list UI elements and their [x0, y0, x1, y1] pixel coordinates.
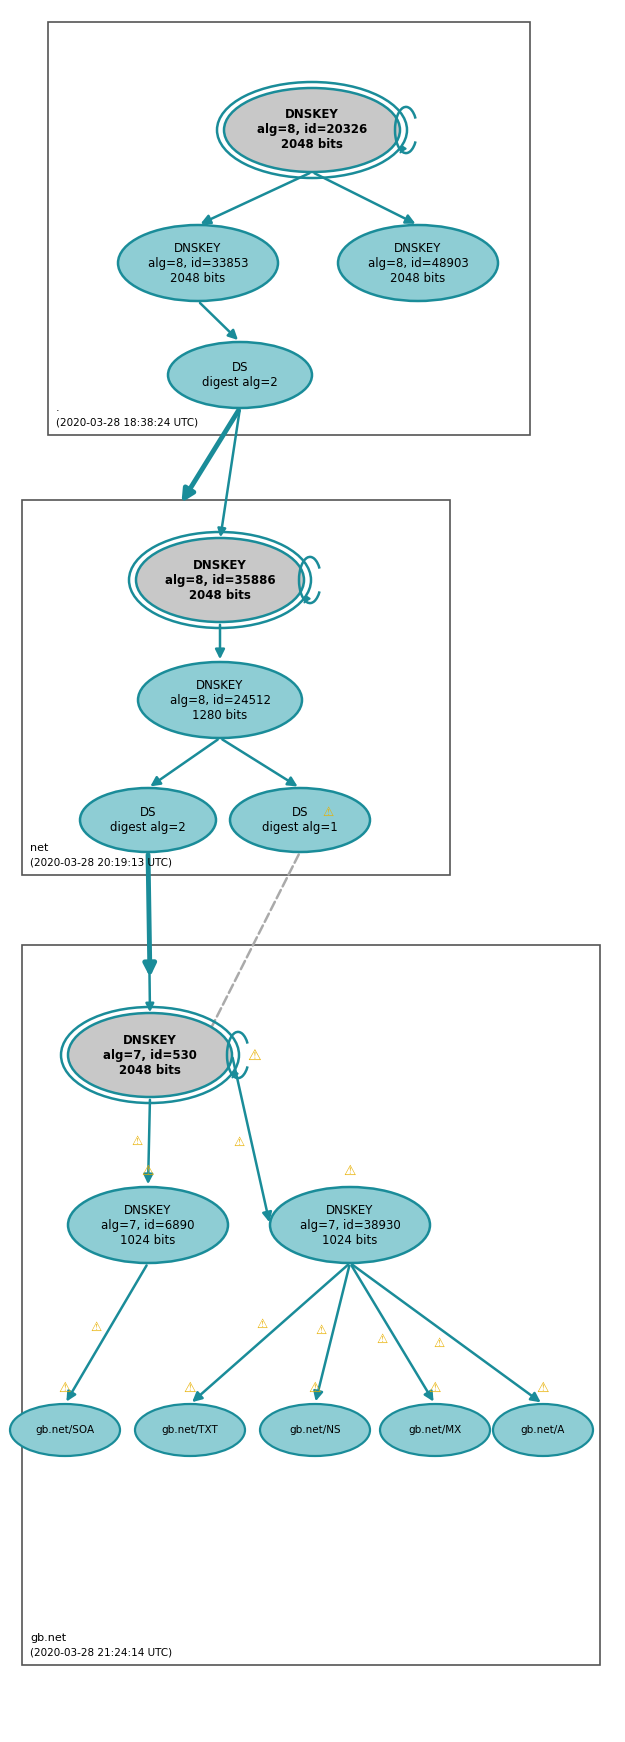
- Bar: [22, 500, 450, 874]
- Text: DNSKEY
alg=7, id=530
2048 bits: DNSKEY alg=7, id=530 2048 bits: [103, 1033, 197, 1077]
- Ellipse shape: [380, 1404, 490, 1456]
- Text: ⚠: ⚠: [322, 805, 334, 819]
- Ellipse shape: [138, 662, 302, 739]
- Ellipse shape: [135, 1404, 245, 1456]
- Text: DNSKEY
alg=8, id=20326
2048 bits: DNSKEY alg=8, id=20326 2048 bits: [257, 108, 367, 152]
- Text: DNSKEY
alg=8, id=48903
2048 bits: DNSKEY alg=8, id=48903 2048 bits: [368, 242, 468, 284]
- Text: (2020-03-28 20:19:13 UTC): (2020-03-28 20:19:13 UTC): [30, 857, 172, 868]
- Text: ⚠: ⚠: [91, 1320, 102, 1334]
- Text: ⚠: ⚠: [59, 1381, 71, 1395]
- Ellipse shape: [270, 1186, 430, 1263]
- Text: gb.net/NS: gb.net/NS: [289, 1425, 341, 1435]
- Text: DNSKEY
alg=8, id=33853
2048 bits: DNSKEY alg=8, id=33853 2048 bits: [148, 242, 248, 284]
- Text: DNSKEY
alg=7, id=38930
1024 bits: DNSKEY alg=7, id=38930 1024 bits: [299, 1204, 401, 1247]
- Text: ⚠: ⚠: [131, 1136, 142, 1148]
- Text: DS
digest alg=2: DS digest alg=2: [202, 361, 278, 388]
- Ellipse shape: [68, 1014, 232, 1097]
- Ellipse shape: [338, 225, 498, 301]
- Text: DNSKEY
alg=8, id=24512
1280 bits: DNSKEY alg=8, id=24512 1280 bits: [169, 678, 271, 721]
- Text: DNSKEY
alg=8, id=35886
2048 bits: DNSKEY alg=8, id=35886 2048 bits: [165, 559, 275, 601]
- Text: gb.net/SOA: gb.net/SOA: [36, 1425, 94, 1435]
- Text: ⚠: ⚠: [248, 1047, 261, 1063]
- Text: ⚠: ⚠: [377, 1333, 388, 1347]
- Text: ⚠: ⚠: [434, 1336, 445, 1350]
- Text: gb.net/TXT: gb.net/TXT: [162, 1425, 218, 1435]
- Text: net: net: [30, 843, 48, 854]
- Text: gb.net/MX: gb.net/MX: [408, 1425, 462, 1435]
- Text: .: .: [56, 402, 59, 413]
- Ellipse shape: [80, 787, 216, 852]
- Bar: [22, 944, 600, 1665]
- Text: (2020-03-28 21:24:14 UTC): (2020-03-28 21:24:14 UTC): [30, 1646, 172, 1657]
- Text: ⚠: ⚠: [142, 1164, 154, 1178]
- Ellipse shape: [230, 787, 370, 852]
- Text: ⚠: ⚠: [315, 1324, 326, 1338]
- Text: ⚠: ⚠: [184, 1381, 196, 1395]
- Text: ⚠: ⚠: [429, 1381, 441, 1395]
- Text: (2020-03-28 18:38:24 UTC): (2020-03-28 18:38:24 UTC): [56, 416, 198, 427]
- Ellipse shape: [224, 89, 400, 172]
- Text: gb.net: gb.net: [30, 1632, 66, 1643]
- Ellipse shape: [68, 1186, 228, 1263]
- Text: ⚠: ⚠: [344, 1164, 356, 1178]
- Ellipse shape: [136, 538, 304, 622]
- Ellipse shape: [10, 1404, 120, 1456]
- Text: DNSKEY
alg=7, id=6890
1024 bits: DNSKEY alg=7, id=6890 1024 bits: [101, 1204, 195, 1247]
- Text: gb.net/A: gb.net/A: [521, 1425, 565, 1435]
- Text: ⚠: ⚠: [256, 1319, 268, 1331]
- Text: DS
digest alg=2: DS digest alg=2: [110, 807, 186, 834]
- Text: ⚠: ⚠: [309, 1381, 321, 1395]
- Text: ⚠: ⚠: [537, 1381, 549, 1395]
- Bar: [48, 23, 530, 436]
- Ellipse shape: [493, 1404, 593, 1456]
- Text: ⚠: ⚠: [234, 1136, 245, 1150]
- Ellipse shape: [260, 1404, 370, 1456]
- Ellipse shape: [168, 341, 312, 408]
- Text: DS
digest alg=1: DS digest alg=1: [262, 807, 338, 834]
- Ellipse shape: [118, 225, 278, 301]
